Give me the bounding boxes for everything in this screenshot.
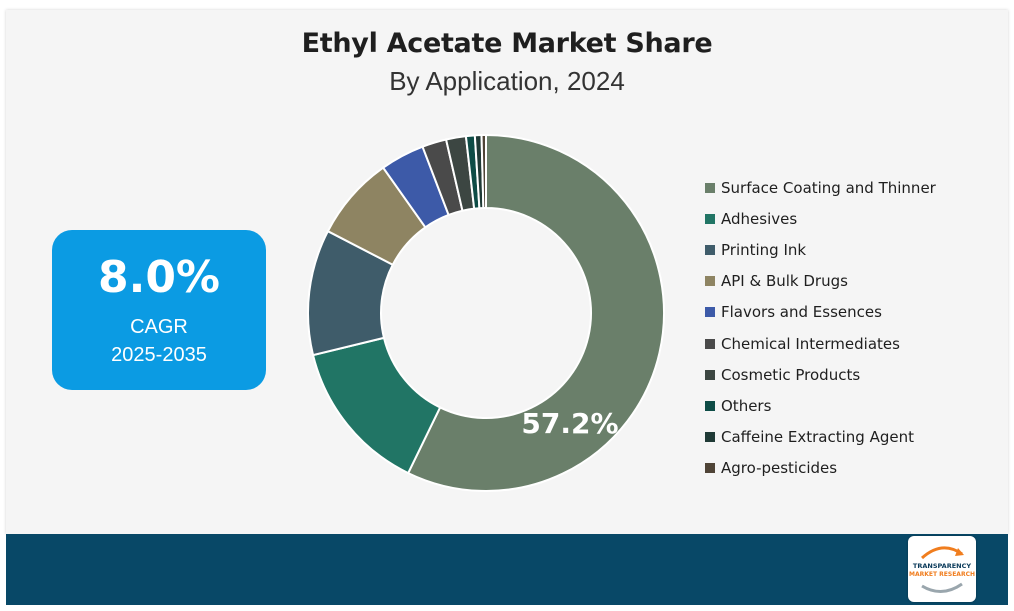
legend-swatch [705,276,715,287]
legend-item: Surface Coating and Thinner [705,172,1005,203]
legend-swatch [705,213,715,224]
chart-subtitle: By Application, 2024 [389,66,625,96]
legend-swatch [705,432,715,443]
legend-item: Adhesives [705,203,1005,234]
logo-text-bottom: MARKET RESEARCH [909,571,975,578]
legend-item: Agro-pesticides [705,453,1005,484]
legend-label: Surface Coating and Thinner [721,178,936,197]
cagr-label: CAGR [130,316,188,338]
company-logo: TRANSPARENCY MARKET RESEARCH [908,536,976,602]
legend-swatch [705,307,715,318]
legend-label: Agro-pesticides [721,459,838,478]
legend-item: Cosmetic Products [705,359,1005,390]
legend-swatch [705,400,715,411]
cagr-badge: 8.0% CAGR 2025-2035 [52,230,266,390]
legend-item: Flavors and Essences [705,297,1005,328]
legend-label: Caffeine Extracting Agent [721,428,914,447]
legend-item: Printing Ink [705,234,1005,265]
legend-item: Chemical Intermediates [705,328,1005,359]
legend-label: Cosmetic Products [721,365,861,384]
legend-label: Flavors and Essences [721,303,882,322]
legend-item: Others [705,390,1005,421]
donut-slice-agro-pesticides [480,133,487,210]
legend-swatch [705,338,715,349]
legend-label: API & Bulk Drugs [721,272,848,291]
legend-swatch [705,463,715,474]
legend-label: Chemical Intermediates [721,334,900,353]
legend-swatch [705,369,715,380]
cagr-period: 2025-2035 [111,344,207,366]
cagr-value: 8.0% [97,252,221,303]
legend-item: API & Bulk Drugs [705,266,1005,297]
legend-swatch [705,244,715,255]
logo-text-top: TRANSPARENCY [912,562,972,570]
chart-title: Ethyl Acetate Market Share [301,28,713,59]
footer-bar [6,534,1008,605]
legend-swatch [705,182,715,193]
logo-swoosh-icon [920,546,964,593]
donut-slice-surface-coating-and-thinner [406,133,665,492]
legend-label: Others [721,396,772,415]
slice-data-label: 57.2% [521,407,618,440]
chart-legend: Surface Coating and Thinner Adhesives Prin… [705,172,1005,484]
legend-item: Caffeine Extracting Agent [705,422,1005,453]
legend-label: Adhesives [721,209,798,228]
legend-label: Printing Ink [721,240,807,259]
